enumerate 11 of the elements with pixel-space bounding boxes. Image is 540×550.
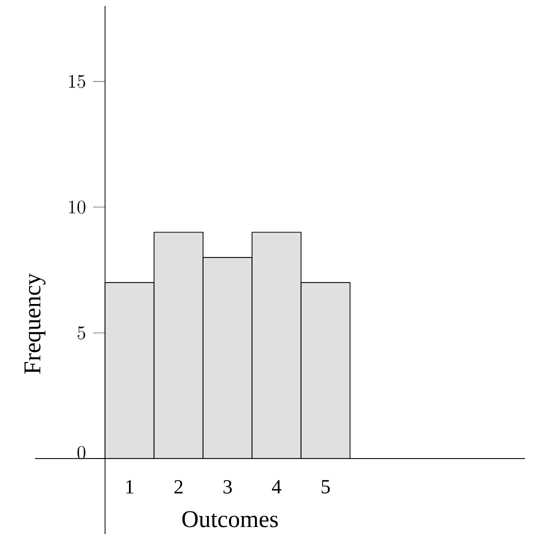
y-tick-label: 5 (78, 326, 86, 340)
x-tick-label: 1 (126, 480, 134, 494)
y-tick-label: 15 (69, 74, 86, 88)
x-tick-label: 3 (224, 480, 232, 494)
x-axis-title: Outcomes (182, 511, 278, 528)
y-tick-label: 0 (78, 446, 86, 460)
y-axis-title: Frequency (24, 273, 46, 374)
x-tick-label: 4 (272, 480, 282, 494)
y-tick-label: 10 (69, 200, 86, 214)
x-tick-label: 5 (322, 480, 330, 494)
x-tick-label: 2 (174, 480, 182, 494)
